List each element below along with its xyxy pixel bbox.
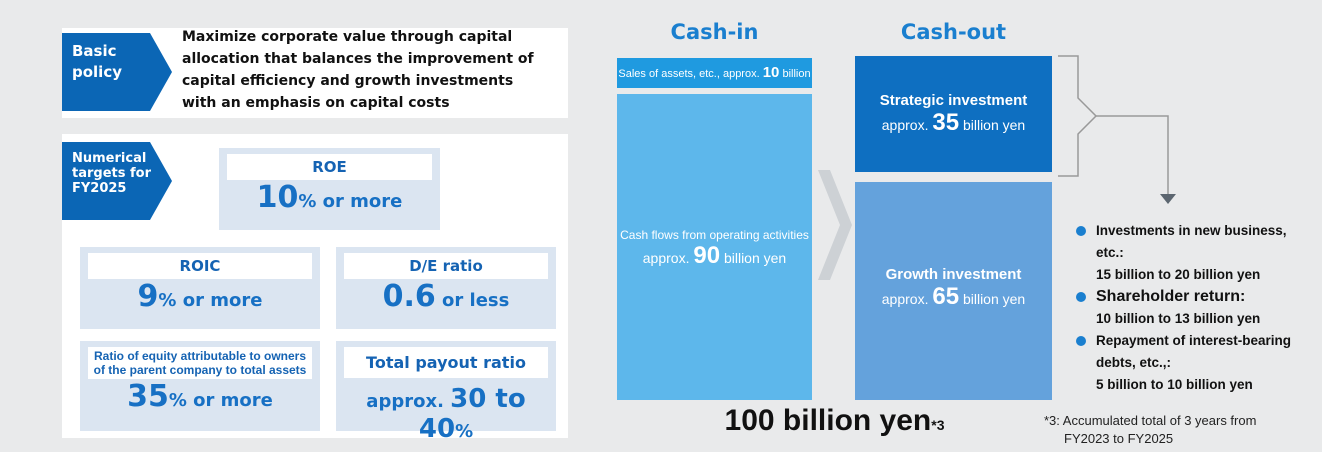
text: Basic [72, 42, 117, 60]
payout-box: Total payout ratio approx. 30 to 40% [336, 341, 556, 444]
value: 35 [932, 109, 960, 136]
value: 10 [256, 180, 299, 215]
title: Strategic investment [879, 92, 1028, 109]
text: of the parent company to total assets [93, 363, 307, 377]
de-box: D/E ratio 0.6 or less [336, 247, 556, 329]
suffix: % or more [298, 191, 403, 212]
bullet: Shareholder return: 10 billion to 13 bill… [1076, 286, 1316, 330]
prefix: approx. [881, 291, 933, 307]
equity-box: Ratio of equity attributable to owners o… [80, 341, 320, 431]
suffix: billion yen [959, 117, 1026, 133]
suffix: or less [435, 290, 510, 311]
chevron [818, 170, 852, 280]
text: Maximize corporate value through capital [182, 29, 513, 45]
prefix: approx. [366, 391, 451, 412]
suffix: % or more [168, 390, 273, 411]
total: 100 billion yen*3 [617, 404, 1052, 438]
title: ROIC [88, 253, 312, 279]
text: targets for [72, 166, 151, 181]
operating-box: Cash flows from operating activities app… [617, 94, 812, 400]
prefix: approx. [881, 117, 933, 133]
heading: Cash-out [900, 20, 1007, 44]
strategic-box: Strategic investment approx. 35 billion … [855, 56, 1052, 172]
title: Total payout ratio [344, 347, 548, 378]
policy-label: Basic policy [62, 33, 172, 111]
suffix: % or more [158, 290, 263, 311]
bullets: Investments in new business, etc.: 15 bil… [1076, 220, 1316, 396]
suffix: % [455, 421, 474, 442]
text: Repayment of interest-bearing [1096, 333, 1292, 348]
text: Investments in new business, etc.: [1096, 223, 1287, 260]
text: debts, etc.,: [1096, 355, 1172, 370]
text: 100 billion yen [724, 404, 932, 437]
text: Ratio of equity attributable to owners [93, 349, 306, 363]
bullet: Repayment of interest-bearing debts, etc.… [1076, 330, 1316, 396]
roic-box: ROIC 9% or more [80, 247, 320, 329]
value: 30 to 40 [418, 384, 526, 444]
text: allocation that balances the improvement… [182, 51, 534, 67]
prefix: Sales of assets, etc., approx. [618, 68, 763, 80]
text: capital efficiency and growth investment… [182, 73, 514, 89]
text: 15 billion to 20 billion yen [1096, 267, 1261, 282]
suffix: billion yen [959, 291, 1026, 307]
value: 9 [137, 279, 159, 314]
footnote: *3: Accumulated total of 3 years from FY2… [1044, 412, 1256, 448]
title: ROE [227, 154, 432, 180]
policy-text: Maximize corporate value through capital… [182, 26, 534, 114]
text: Shareholder return: [1096, 288, 1246, 305]
text: FY2025 [72, 181, 127, 196]
targets-label: Numerical targets for FY2025 [62, 142, 172, 220]
text: with an emphasis on capital costs [182, 95, 450, 111]
value: 90 [693, 242, 721, 269]
growth-box: Growth investment approx. 65 billion yen [855, 182, 1052, 400]
roe-box: ROE 10% or more [219, 148, 440, 230]
text: 5 billion to 10 billion yen [1096, 377, 1253, 392]
value: 65 [932, 283, 960, 310]
title: Growth investment [885, 266, 1022, 283]
suffix: billion yen [720, 250, 787, 266]
title: D/E ratio [344, 253, 548, 279]
value: 10 [762, 64, 780, 81]
note: *3 [931, 417, 945, 433]
value: 35 [127, 379, 169, 414]
prefix: approx. [642, 250, 694, 266]
bullet-dot [1076, 336, 1086, 346]
bracket-arrow [1058, 55, 1176, 204]
text: Numerical [72, 151, 147, 166]
title: Cash flows from operating activities [620, 228, 809, 242]
text: *3: Accumulated total of 3 years from [1044, 413, 1257, 428]
title: Ratio of equity attributable to owners o… [88, 347, 312, 379]
bullet-dot [1076, 292, 1086, 302]
heading: Cash-in [670, 20, 759, 44]
text: FY2023 to FY2025 [1064, 431, 1174, 446]
sales-box: Sales of assets, etc., approx. 10 billio… [617, 58, 812, 110]
text: 10 billion to 13 billion yen [1096, 311, 1261, 326]
bullet-dot [1076, 226, 1086, 236]
value: 0.6 [382, 279, 436, 314]
bullet: Investments in new business, etc.: 15 bil… [1076, 220, 1316, 286]
text: policy [72, 63, 122, 81]
